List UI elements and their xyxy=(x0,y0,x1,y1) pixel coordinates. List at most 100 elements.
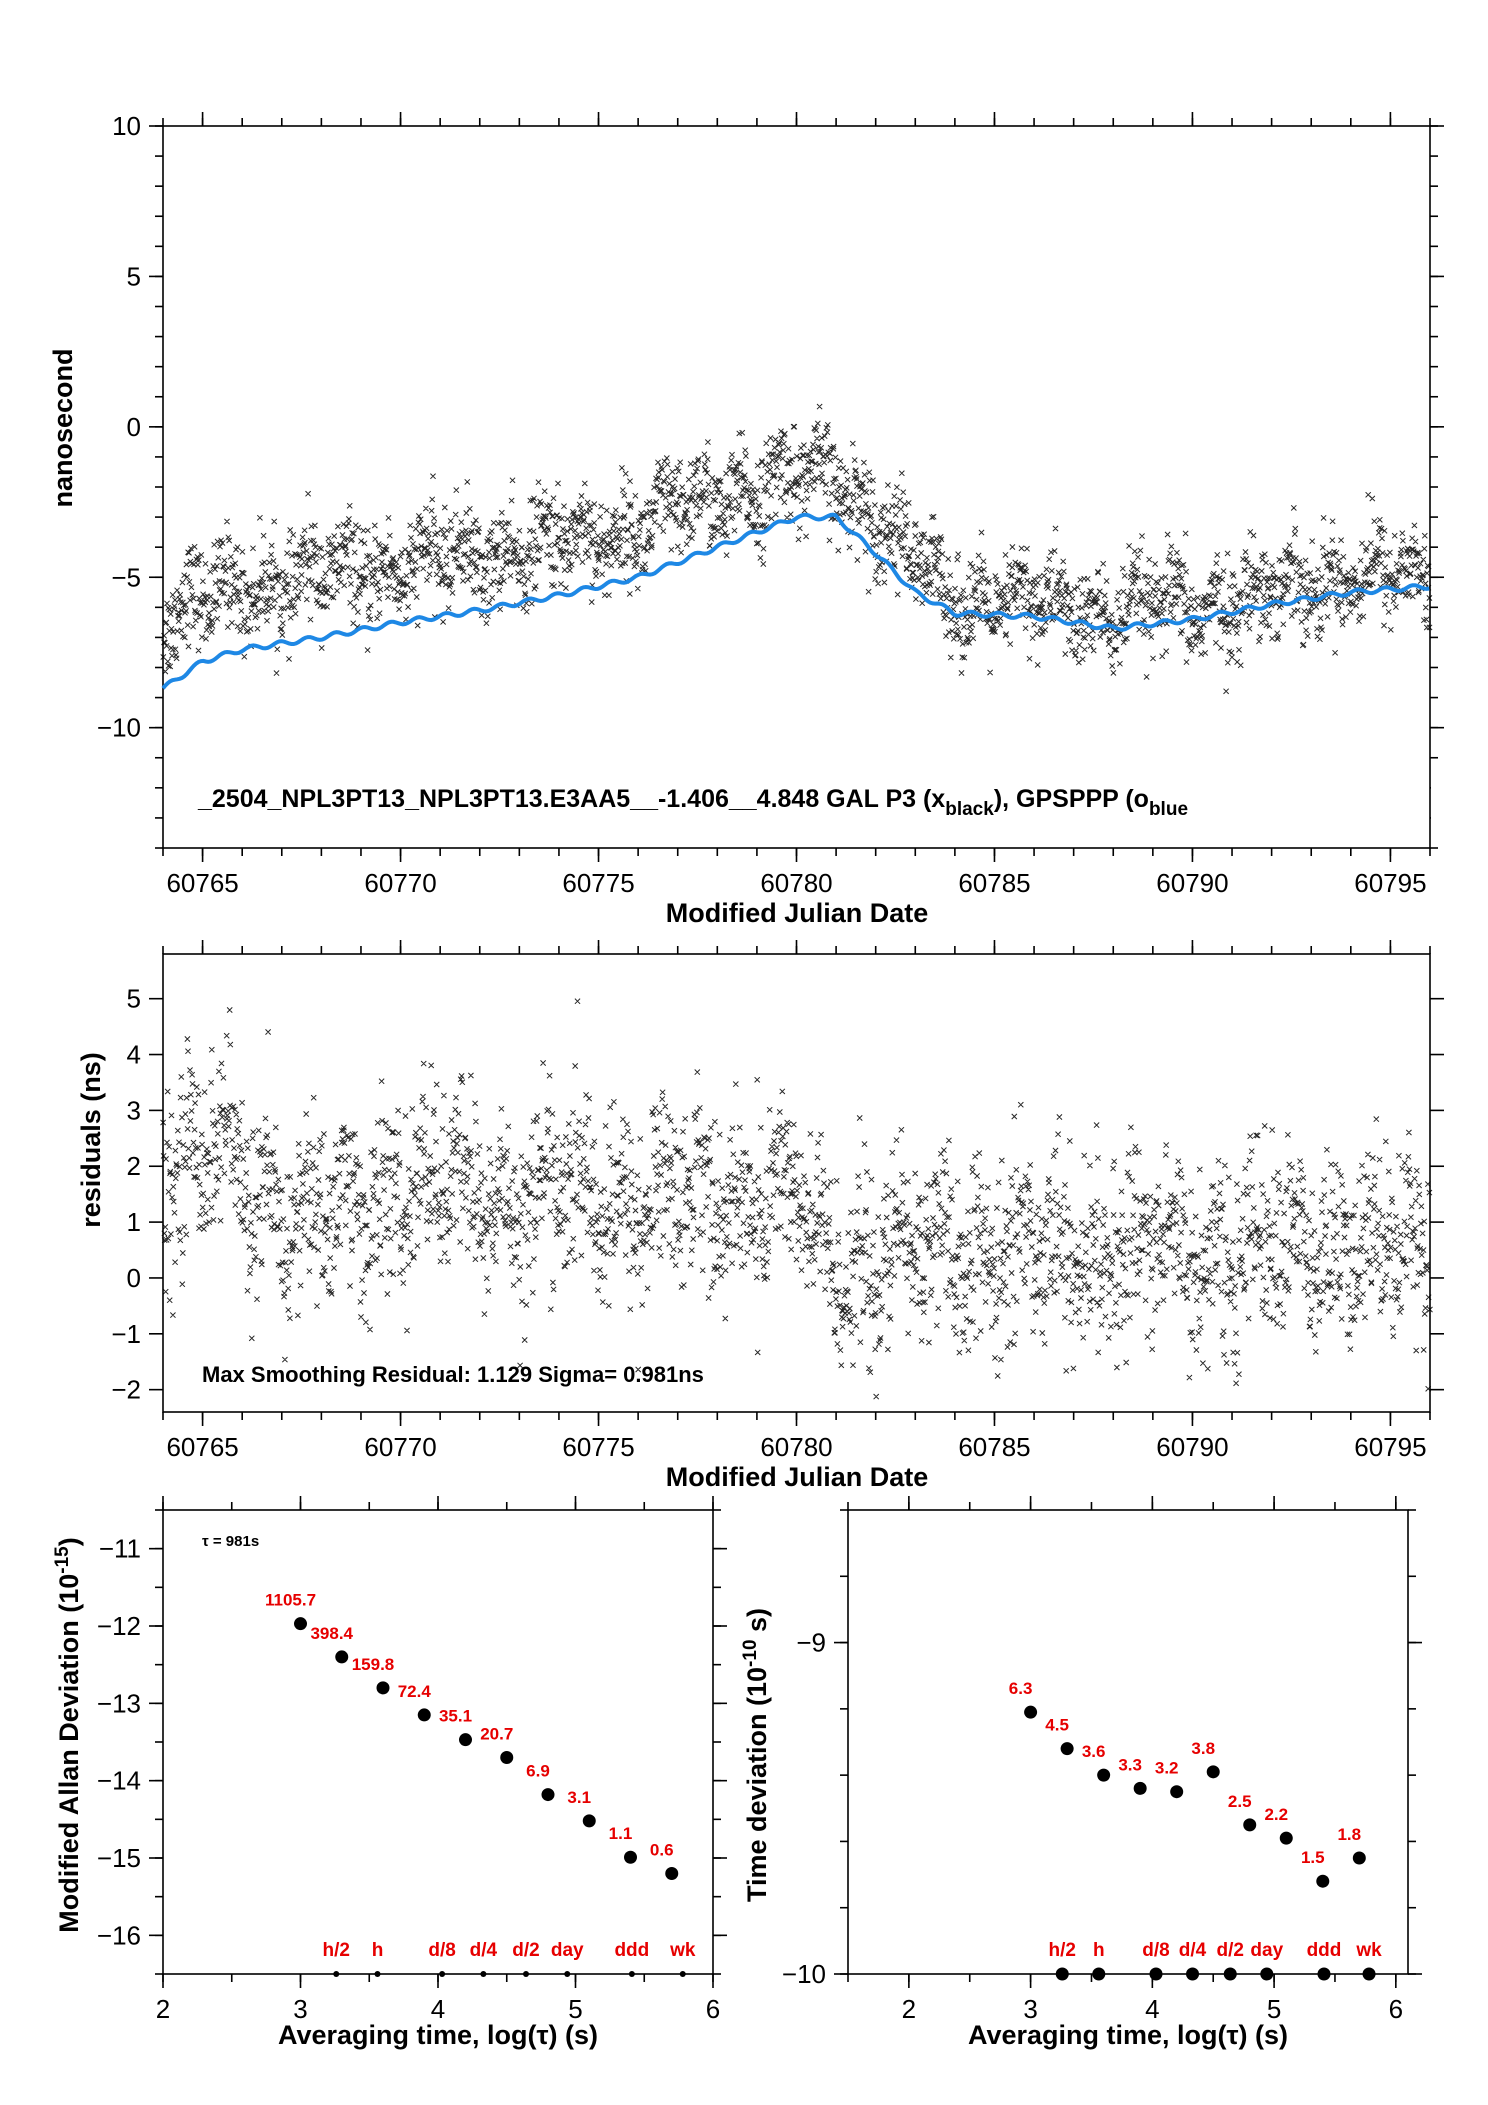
x-tick-label: 60775 xyxy=(562,1432,634,1462)
deviation-point xyxy=(1133,1781,1147,1795)
interval-marker xyxy=(1149,1967,1163,1981)
interval-marker xyxy=(679,1971,686,1977)
x-tick-label: 3 xyxy=(1023,1994,1037,2024)
interval-label: ddd xyxy=(614,1940,649,1961)
interval-marker xyxy=(439,1971,446,1977)
top-panel: 60765 60770 60775 60780 60785 60790 60795 −10 −5… xyxy=(97,111,1488,898)
deviation-point xyxy=(541,1788,555,1802)
deviation-value-label: 3.6 xyxy=(1082,1742,1106,1761)
plot-frame xyxy=(847,1509,1409,1975)
x-tick-label: 60770 xyxy=(364,1432,436,1462)
interval-marker xyxy=(1055,1967,1069,1981)
deviation-value-label: 1105.7 xyxy=(265,1591,316,1610)
interval-label: d/8 xyxy=(428,1940,455,1961)
deviation-value-label: 1.5 xyxy=(1301,1848,1325,1867)
y-tick-label: −15 xyxy=(97,1843,141,1873)
residuals-panel: 60765 60770 60775 60780 60785 60790 60795 −2 −1 0… xyxy=(111,940,1444,1462)
tdev-ylabel: Time deviation (10-10 s) xyxy=(740,1608,772,1902)
x-tick-label: 4 xyxy=(431,1994,445,2024)
deviation-value-label: 2.5 xyxy=(1228,1792,1252,1811)
y-tick-label: −10 xyxy=(97,713,141,743)
y-tick-label: −14 xyxy=(97,1766,141,1796)
top-xlabel: Modified Julian Date xyxy=(666,898,929,928)
y-tick-label: −10 xyxy=(782,1959,826,1989)
deviation-value-label: 2.2 xyxy=(1264,1805,1288,1824)
interval-label: h xyxy=(372,1940,384,1961)
deviation-value-label: 3.3 xyxy=(1118,1755,1142,1774)
interval-marker xyxy=(1223,1967,1237,1981)
deviation-point xyxy=(335,1650,349,1664)
top-legend: _2504_NPL3PT13_NPL3PT13.E3AA5__-1.406__4… xyxy=(197,785,1188,820)
x-tick-label: 60795 xyxy=(1354,868,1426,898)
deviation-point xyxy=(624,1850,637,1864)
interval-label: ddd xyxy=(1307,1940,1342,1961)
deviation-point xyxy=(1243,1818,1257,1832)
x-tick-label: 6 xyxy=(706,1994,720,2024)
deviation-value-label: 6.9 xyxy=(526,1762,550,1781)
interval-marker xyxy=(374,1971,381,1977)
x-tick-label: 60785 xyxy=(958,1432,1030,1462)
deviation-point xyxy=(1206,1765,1220,1779)
deviation-point xyxy=(500,1750,514,1764)
interval-marker xyxy=(1260,1967,1274,1981)
y-tick-label: −12 xyxy=(97,1611,141,1641)
y-tick-label: 2 xyxy=(127,1151,141,1181)
y-tick-label: −16 xyxy=(97,1920,141,1950)
x-tick-label: 5 xyxy=(568,1994,582,2024)
y-tick-label: 4 xyxy=(127,1040,141,1070)
interval-marker xyxy=(564,1971,571,1977)
y-tick-label: −13 xyxy=(97,1688,141,1718)
deviation-point xyxy=(1024,1705,1038,1719)
x-tick-label: 4 xyxy=(1145,1994,1159,2024)
x-tick-label: 6 xyxy=(1389,1994,1403,2024)
deviation-point xyxy=(1279,1831,1293,1845)
interval-label: d/4 xyxy=(470,1940,498,1961)
interval-label: wk xyxy=(669,1940,696,1961)
deviation-value-label: 0.6 xyxy=(650,1840,674,1859)
interval-marker xyxy=(1317,1967,1331,1981)
gpsppp-series-line xyxy=(161,512,1430,690)
deviation-point xyxy=(1060,1742,1074,1756)
interval-label: d/4 xyxy=(1179,1940,1207,1961)
y-tick-label: −9 xyxy=(796,1628,826,1658)
deviation-point xyxy=(459,1733,472,1747)
y-tick-label: 0 xyxy=(127,412,141,442)
deviation-point xyxy=(665,1866,679,1880)
y-tick-label: −11 xyxy=(99,1534,141,1564)
interval-marker xyxy=(1092,1967,1106,1981)
y-tick-label: 10 xyxy=(112,111,141,141)
top-ylabel: nanosecond xyxy=(48,348,78,507)
deviation-value-label: 159.8 xyxy=(352,1655,395,1674)
deviation-value-label: 398.4 xyxy=(310,1624,353,1643)
deviation-value-label: 3.8 xyxy=(1191,1739,1215,1758)
data-point-cloud xyxy=(160,998,1433,1400)
x-tick-label: 60790 xyxy=(1156,1432,1228,1462)
deviation-value-label: 72.4 xyxy=(398,1682,432,1701)
deviation-point xyxy=(294,1617,307,1631)
tau-note: τ = 981s xyxy=(202,1533,259,1550)
deviation-value-label: 3.2 xyxy=(1155,1759,1179,1778)
y-tick-label: 5 xyxy=(127,261,141,291)
plot-frame xyxy=(162,953,1431,1413)
x-tick-label: 2 xyxy=(902,1994,916,2024)
interval-marker xyxy=(333,1971,340,1977)
interval-label: d/8 xyxy=(1142,1940,1169,1961)
y-tick-label: −1 xyxy=(111,1319,141,1349)
x-tick-label: 60790 xyxy=(1156,868,1228,898)
interval-label: day xyxy=(551,1940,584,1961)
deviation-value-label: 1.8 xyxy=(1337,1825,1361,1844)
middle-ylabel: residuals (ns) xyxy=(76,1052,106,1228)
x-tick-label: 60765 xyxy=(166,868,238,898)
x-tick-label: 2 xyxy=(156,1994,170,2024)
allan-deviation-panel: 2 3 4 5 6 −16 −15 −14 −13 −12 −11 1105.7 398.4 159.87… xyxy=(97,1496,727,2024)
x-tick-label: 5 xyxy=(1267,1994,1281,2024)
y-tick-label: 3 xyxy=(127,1095,141,1125)
deviation-point xyxy=(582,1814,596,1828)
middle-xlabel: Modified Julian Date xyxy=(666,1462,929,1492)
interval-label: h/2 xyxy=(1049,1940,1076,1961)
deviation-point xyxy=(1316,1874,1330,1888)
deviation-value-label: 3.1 xyxy=(567,1788,591,1807)
y-tick-label: −2 xyxy=(111,1375,141,1405)
tdev-xlabel: Averaging time, log(τ) (s) xyxy=(968,2020,1288,2050)
